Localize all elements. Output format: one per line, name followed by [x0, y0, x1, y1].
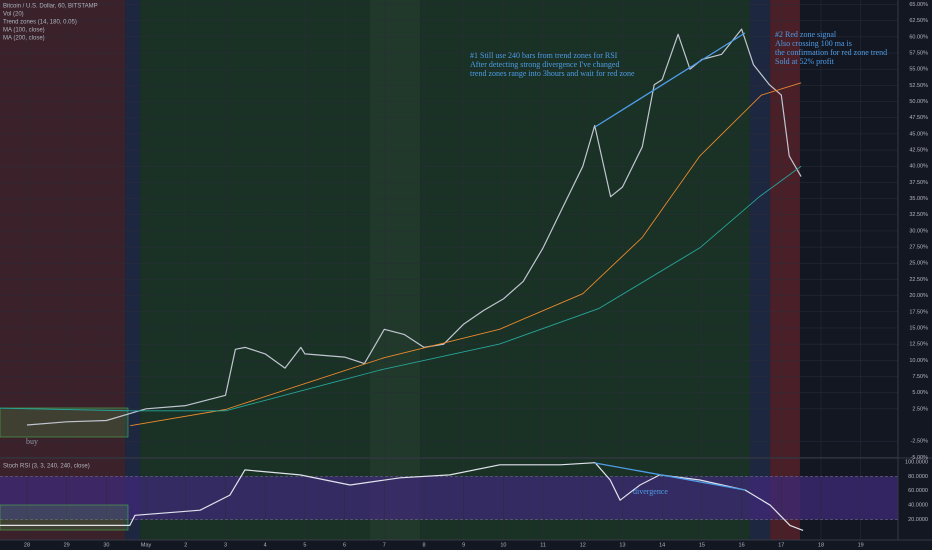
y-tick-label: 30.00% — [909, 228, 928, 234]
x-tick-label: 4 — [264, 542, 267, 548]
trend-zone — [125, 0, 141, 540]
trend-zone — [369, 0, 421, 540]
trend-zone — [0, 0, 126, 540]
y-tick-label: 32.50% — [909, 212, 928, 218]
y-tick-label: 50.00% — [909, 99, 928, 105]
legend-item: MA (100, close) — [3, 28, 45, 34]
x-tick-label: 16 — [739, 542, 745, 548]
x-tick-label: 29 — [64, 542, 70, 548]
y-tick-label: 62.50% — [909, 18, 928, 24]
y-tick-label: 100.0000 — [905, 459, 928, 465]
y-tick-label: 22.50% — [909, 277, 928, 283]
annotation: divergence — [633, 487, 668, 496]
y-tick-label: 25.00% — [909, 261, 928, 267]
x-tick-label: 2 — [184, 542, 187, 548]
x-tick-label: 3 — [224, 542, 227, 548]
y-tick-label: 20.0000 — [908, 517, 928, 523]
y-tick-label: 40.00% — [909, 164, 928, 170]
y-tick-label: 27.50% — [909, 245, 928, 251]
y-tick-label: 10.00% — [909, 358, 928, 364]
y-tick-label: -2.50% — [911, 439, 929, 445]
annotation: #1 Still use 240 bars from trend zones f… — [470, 51, 618, 60]
y-tick-label: 45.00% — [909, 131, 928, 137]
x-tick-label: 13 — [619, 542, 625, 548]
series-line — [130, 82, 802, 427]
x-tick-label: 9 — [462, 542, 465, 548]
y-tick-label: 52.50% — [909, 83, 928, 89]
y-tick-label: 35.00% — [909, 196, 928, 202]
series-line — [0, 462, 804, 531]
legend-item: Vol (20) — [3, 12, 24, 18]
y-tick-label: 65.00% — [909, 2, 928, 8]
trend-zone — [420, 0, 750, 540]
x-tick-label: 28 — [24, 542, 30, 548]
y-tick-label: 7.50% — [912, 374, 928, 380]
x-tick-label: 18 — [818, 542, 824, 548]
y-tick-label: 55.00% — [909, 67, 928, 73]
x-tick-label: 15 — [699, 542, 705, 548]
y-tick-label: 15.00% — [909, 325, 928, 331]
y-tick-label: 80.0000 — [908, 474, 928, 480]
x-tick-label: 5 — [303, 542, 306, 548]
annotation: #2 Red zone signal — [775, 30, 837, 39]
x-tick-label: 17 — [778, 542, 784, 548]
legend-item: MA (200, close) — [3, 36, 45, 42]
x-tick-label: 8 — [422, 542, 425, 548]
y-tick-label: -5.00% — [911, 455, 929, 461]
annotation: trend zones range into 3hours and wait f… — [470, 69, 635, 78]
x-tick-label: 19 — [858, 542, 864, 548]
y-tick-label: 2.50% — [912, 406, 928, 412]
y-tick-label: 5.00% — [912, 390, 928, 396]
x-tick-label: 14 — [659, 542, 665, 548]
series-line — [26, 28, 802, 426]
legend-item: Trend zones (14, 180, 0.05) — [3, 20, 77, 26]
x-tick-label: 6 — [343, 542, 346, 548]
trend-zone — [749, 0, 771, 540]
legend-title: Bitcoin / U.S. Dollar, 60, BITSTAMP — [3, 4, 98, 10]
y-tick-label: 42.50% — [909, 148, 928, 154]
y-tick-label: 12.50% — [909, 342, 928, 348]
stoch-band — [0, 476, 898, 520]
x-tick-label: 11 — [540, 542, 546, 548]
x-tick-label: 10 — [500, 542, 506, 548]
annotation: After detecting strong divergence I've c… — [470, 60, 619, 69]
buy-box — [0, 504, 129, 531]
trend-zone — [770, 0, 800, 540]
y-tick-label: 60.00% — [909, 34, 928, 40]
trend-zone — [140, 0, 370, 540]
annotation: Also crossing 100 ma is — [775, 39, 852, 48]
trend-line — [594, 462, 746, 491]
trend-line — [594, 32, 746, 128]
annotation: Sold at 52% profit — [775, 57, 835, 66]
series-line — [0, 165, 802, 412]
annotation: the confirmation for red zone trend — [775, 48, 887, 57]
y-tick-label: 20.00% — [909, 293, 928, 299]
x-tick-label: 12 — [580, 542, 586, 548]
y-tick-label: 40.0000 — [908, 503, 928, 509]
y-tick-label: 57.50% — [909, 50, 928, 56]
y-tick-label: 47.50% — [909, 115, 928, 121]
y-tick-label: 17.50% — [909, 309, 928, 315]
buy-label: buy — [26, 437, 38, 446]
y-tick-label: 37.50% — [909, 180, 928, 186]
indicator-title: Stoch RSI (3, 3, 240, 240, close) — [3, 464, 90, 470]
x-tick-label: 30 — [103, 542, 109, 548]
y-tick-label: 60.0000 — [908, 488, 928, 494]
x-tick-label: 7 — [383, 542, 386, 548]
x-tick-label: May — [141, 542, 152, 548]
